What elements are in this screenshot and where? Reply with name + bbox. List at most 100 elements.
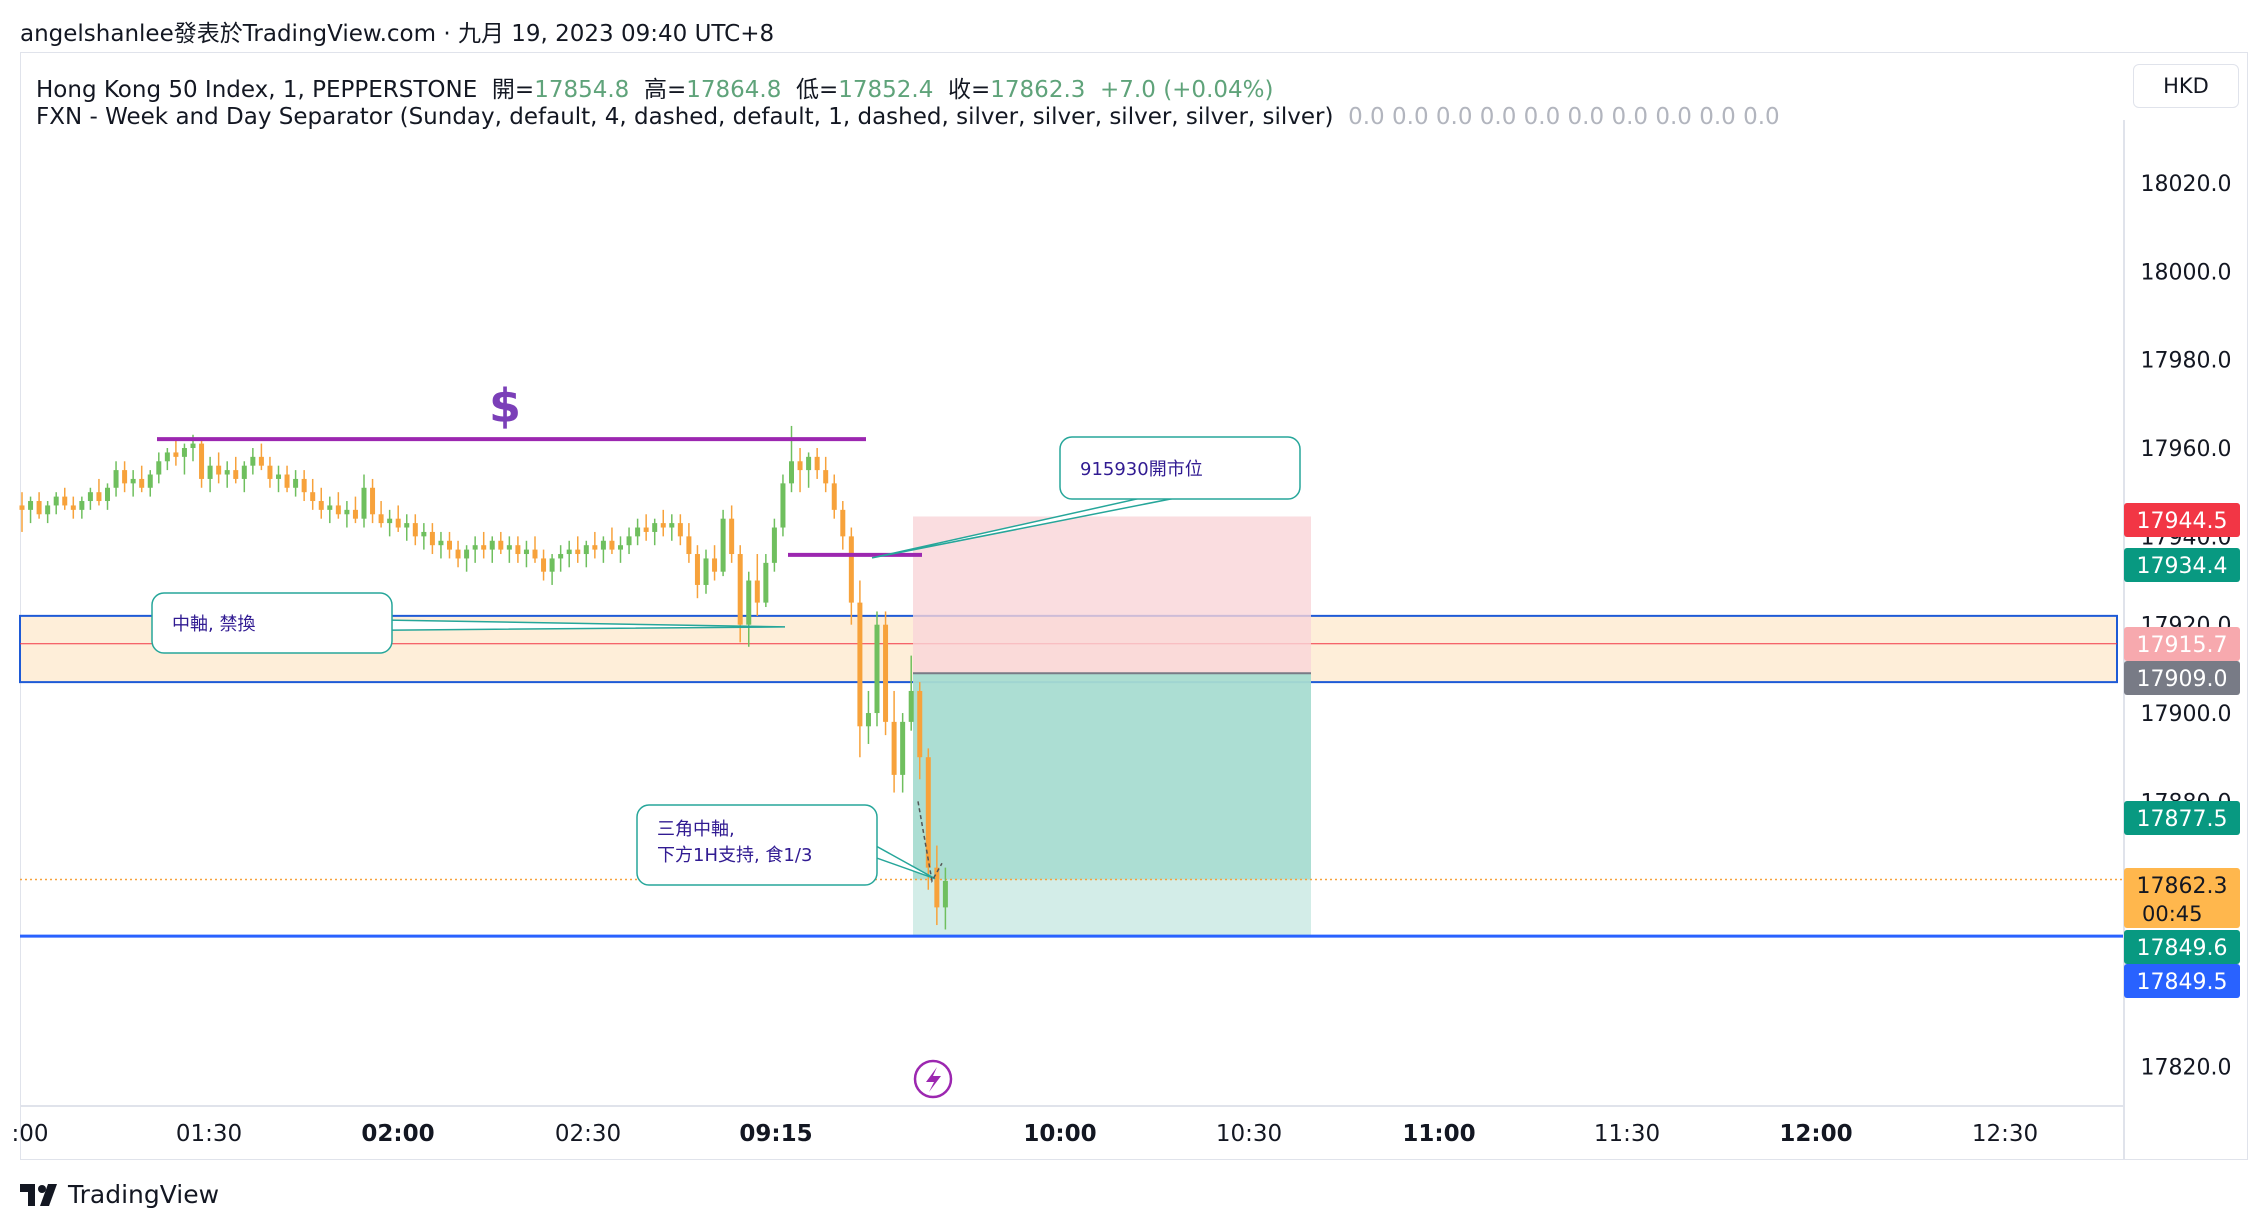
candle[interactable] — [814, 448, 820, 479]
candle[interactable] — [754, 554, 760, 616]
candle[interactable] — [566, 540, 572, 568]
callout-triangle[interactable]: 三角中軸, 下方1H支持, 食1/3 — [636, 804, 936, 886]
candle[interactable] — [797, 448, 803, 493]
candle[interactable] — [677, 514, 683, 546]
candle[interactable] — [549, 554, 555, 585]
candle[interactable] — [652, 518, 658, 546]
candle[interactable] — [258, 443, 264, 471]
candle[interactable] — [181, 443, 187, 475]
candle[interactable] — [618, 536, 623, 563]
symbol-legend[interactable]: Hong Kong 50 Index, 1, PEPPERSTONE 開=178… — [36, 70, 1273, 104]
candle[interactable] — [421, 523, 427, 550]
candle[interactable] — [45, 501, 51, 524]
indicator-legend[interactable]: FXN - Week and Day Separator (Sunday, de… — [36, 104, 1780, 130]
price-badge[interactable]: 17915.7 — [2124, 627, 2240, 661]
candle[interactable] — [523, 540, 529, 568]
candle[interactable] — [199, 439, 205, 488]
candle[interactable] — [848, 527, 854, 625]
candle[interactable] — [318, 487, 324, 519]
candle[interactable] — [370, 478, 376, 524]
candle[interactable] — [865, 690, 871, 744]
candle[interactable] — [874, 611, 880, 727]
candle[interactable] — [53, 492, 59, 515]
candle[interactable] — [113, 461, 119, 497]
candle[interactable] — [942, 867, 948, 930]
candle[interactable] — [763, 554, 769, 608]
candle[interactable] — [164, 448, 170, 471]
candle[interactable] — [19, 492, 25, 532]
candle[interactable] — [506, 536, 512, 563]
price-badge[interactable]: 17934.4 — [2124, 548, 2240, 582]
candle[interactable] — [925, 748, 931, 890]
candle[interactable] — [806, 452, 812, 488]
candle[interactable] — [438, 531, 444, 559]
candle[interactable] — [883, 611, 889, 736]
candle[interactable] — [395, 505, 401, 532]
target-zone-filled[interactable] — [913, 673, 1311, 880]
candle[interactable] — [216, 452, 222, 484]
candle[interactable] — [79, 496, 85, 519]
candle[interactable] — [891, 690, 897, 793]
candle[interactable] — [840, 501, 846, 550]
candle[interactable] — [917, 682, 923, 780]
candle[interactable] — [592, 531, 598, 559]
candle[interactable] — [429, 523, 435, 555]
callout-mid-axis[interactable]: 中軸, 禁換 — [151, 592, 786, 654]
candle[interactable] — [139, 465, 145, 493]
candle[interactable] — [472, 536, 478, 563]
candle[interactable] — [36, 492, 42, 519]
chart-pane[interactable] — [20, 52, 2248, 1160]
candle[interactable] — [729, 505, 735, 563]
candle[interactable] — [712, 545, 718, 581]
candle[interactable] — [96, 478, 102, 506]
candle[interactable] — [378, 501, 384, 528]
candle[interactable] — [626, 527, 632, 555]
price-badge[interactable]: 17909.0 — [2124, 661, 2240, 695]
symbol-label[interactable]: Hong Kong 50 Index, 1, PEPPERSTONE — [36, 77, 478, 103]
candle[interactable] — [62, 487, 68, 510]
candle[interactable] — [583, 540, 589, 568]
indicator-label[interactable]: FXN - Week and Day Separator (Sunday, de… — [36, 104, 1334, 130]
candle[interactable] — [105, 483, 110, 510]
candle[interactable] — [831, 474, 837, 519]
candle[interactable] — [703, 549, 709, 594]
candle[interactable] — [455, 540, 461, 568]
candle[interactable] — [694, 545, 700, 599]
price-badge[interactable]: 17862.3 00:45 — [2124, 868, 2240, 928]
price-badge[interactable]: 17849.6 — [2124, 930, 2240, 964]
candle[interactable] — [660, 509, 666, 537]
candle[interactable] — [122, 461, 128, 493]
candle[interactable] — [643, 514, 649, 541]
candle[interactable] — [241, 461, 247, 493]
candle[interactable] — [498, 531, 504, 555]
candle[interactable] — [207, 456, 213, 493]
callout-open-level[interactable]: 915930開市位 — [871, 436, 1301, 559]
candle[interactable] — [70, 496, 76, 519]
candle[interactable] — [515, 536, 521, 563]
target-zone-remaining[interactable] — [913, 879, 1311, 936]
candle[interactable] — [489, 536, 495, 563]
candle[interactable] — [344, 501, 350, 528]
candle[interactable] — [823, 456, 829, 493]
candle[interactable] — [361, 474, 367, 528]
candle[interactable] — [464, 545, 470, 572]
candle[interactable] — [250, 448, 256, 475]
candle[interactable] — [669, 514, 675, 541]
candle[interactable] — [156, 452, 162, 484]
candle[interactable] — [558, 545, 564, 572]
candle[interactable] — [934, 845, 940, 926]
candle[interactable] — [686, 523, 692, 563]
candle[interactable] — [130, 470, 136, 497]
candle[interactable] — [720, 509, 726, 577]
candle[interactable] — [541, 549, 547, 581]
currency-button[interactable]: HKD — [2133, 64, 2239, 108]
candle[interactable] — [412, 514, 418, 546]
candle[interactable] — [310, 478, 316, 510]
price-badge[interactable]: 17944.5 — [2124, 503, 2240, 537]
stop-loss-zone[interactable] — [913, 516, 1311, 674]
price-badge[interactable]: 17877.5 — [2124, 801, 2240, 835]
candle[interactable] — [908, 655, 914, 731]
candle[interactable] — [481, 531, 487, 559]
candle[interactable] — [173, 439, 179, 466]
candle[interactable] — [293, 470, 299, 497]
